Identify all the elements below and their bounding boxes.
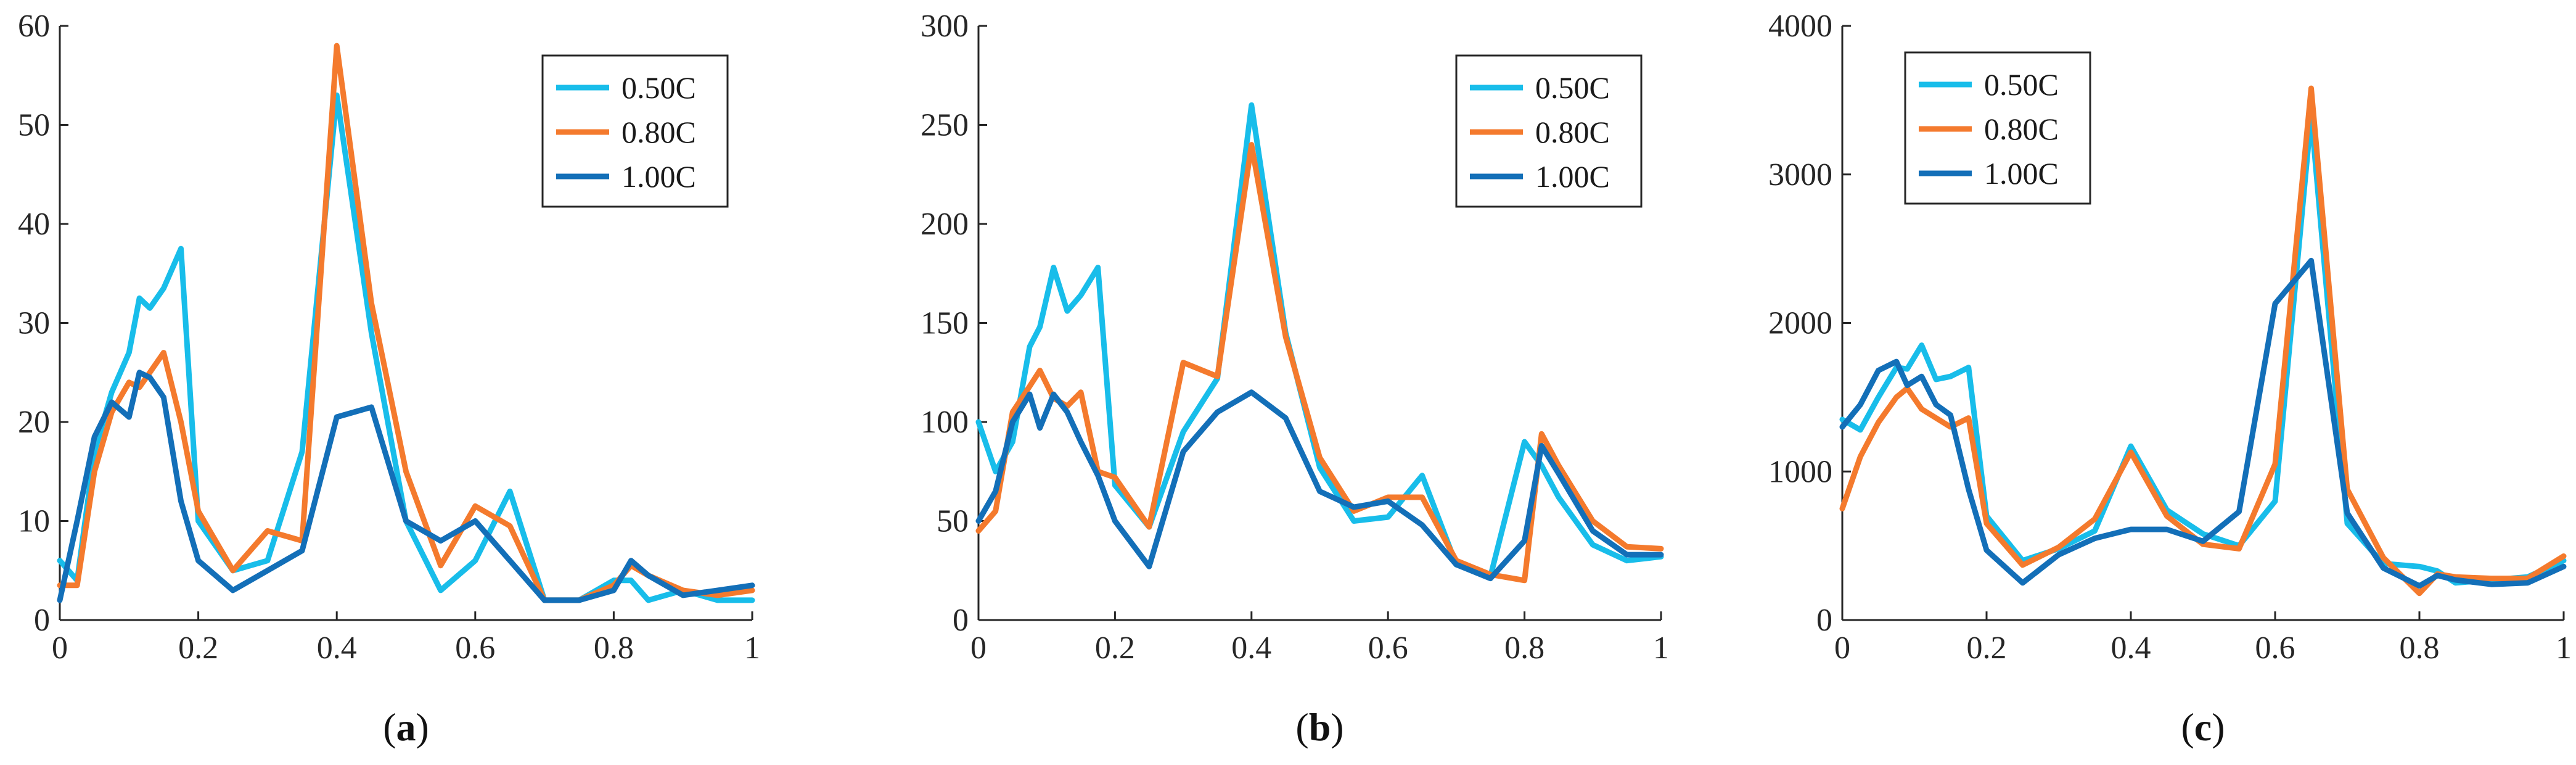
series-line-1.00C bbox=[1839, 257, 2567, 589]
x-tick-label: 0 bbox=[970, 631, 987, 666]
legend-label: 1.00C bbox=[1984, 156, 2059, 191]
legend-label: 0.80C bbox=[1984, 112, 2059, 146]
series-line-0.50C bbox=[1839, 112, 2567, 586]
x-tick-label: 0.2 bbox=[1095, 631, 1135, 666]
y-tick-label: 3000 bbox=[1768, 157, 1832, 192]
panel-caption-letter: b bbox=[1309, 705, 1331, 749]
y-tick-label: 50 bbox=[937, 504, 969, 539]
y-tick-label: 100 bbox=[921, 405, 969, 440]
panel-c: 0 0.2 0.4 0.6 0.8 1 0 1000 2000 3000 4000 0.50C 0.80… bbox=[1768, 9, 2572, 749]
y-tick-label: 60 bbox=[18, 9, 50, 44]
y-tick-label: 20 bbox=[18, 405, 50, 440]
legend-label: 0.50C bbox=[621, 70, 696, 105]
x-tick-label: 1 bbox=[744, 631, 760, 666]
panel-caption-letter: a bbox=[396, 705, 416, 749]
x-tick-label: 0.2 bbox=[178, 631, 218, 666]
y-tick-label: 10 bbox=[18, 504, 50, 539]
x-tick-label: 0.4 bbox=[2111, 631, 2151, 666]
x-tick-label: 0.8 bbox=[1504, 631, 1544, 666]
x-tick-label: 0.2 bbox=[1967, 631, 2007, 666]
series-line-1.00C bbox=[57, 370, 755, 603]
x-tick-label: 0.8 bbox=[594, 631, 634, 666]
panel-b: 0 0.2 0.4 0.6 0.8 1 0 50 100 150 200 250 300 0.50C 0.8… bbox=[921, 9, 1669, 749]
y-tick-label: 50 bbox=[18, 108, 50, 143]
x-tick-label: 0.4 bbox=[1231, 631, 1271, 666]
x-tick-label: 0.6 bbox=[2255, 631, 2295, 666]
y-tick-label: 2000 bbox=[1768, 306, 1832, 341]
legend-label: 0.80C bbox=[621, 115, 696, 149]
legend-label: 1.00C bbox=[621, 159, 696, 194]
legend: 0.50C 0.80C 1.00C bbox=[1455, 54, 1643, 208]
y-tick-label: 40 bbox=[18, 207, 50, 242]
legend-label: 0.50C bbox=[1535, 70, 1610, 105]
y-tick-label: 250 bbox=[921, 108, 969, 143]
x-tick-label: 0.6 bbox=[455, 631, 495, 666]
series-line-0.50C bbox=[975, 102, 1664, 579]
legend-label: 0.50C bbox=[1984, 67, 2059, 102]
x-tick-label: 0 bbox=[52, 631, 68, 666]
panel-a: 0 0.2 0.4 0.6 0.8 101020304050600.50C0.80C1.0… bbox=[18, 9, 760, 749]
x-tick-label: 1 bbox=[2556, 631, 2572, 666]
panel-caption: (b) bbox=[1295, 705, 1343, 749]
x-tick-label: 1 bbox=[1653, 631, 1669, 666]
x-tick-label: 0.6 bbox=[1368, 631, 1408, 666]
series-line-0.80C bbox=[975, 142, 1664, 584]
panel-caption-letter: c bbox=[2194, 705, 2212, 749]
y-tick-label: 300 bbox=[921, 9, 969, 44]
y-tick-label: 150 bbox=[921, 306, 969, 341]
y-tick-label: 4000 bbox=[1768, 9, 1832, 44]
y-tick-label: 200 bbox=[921, 207, 969, 242]
y-tick-label: 30 bbox=[18, 306, 50, 341]
legend: 0.50C 0.80C 1.00C bbox=[541, 54, 729, 208]
legend-label: 1.00C bbox=[1535, 159, 1610, 194]
x-tick-label: 0.4 bbox=[317, 631, 357, 666]
panel-caption: (a) bbox=[383, 705, 429, 749]
y-tick-label: 0 bbox=[953, 603, 969, 638]
panel-caption: (c) bbox=[2181, 705, 2225, 749]
x-tick-label: 0 bbox=[1834, 631, 1850, 666]
series-line-0.50C bbox=[57, 92, 755, 603]
legend: 0.50C 0.80C 1.00C bbox=[1904, 51, 2091, 205]
y-tick-label: 0 bbox=[34, 603, 50, 638]
x-tick-label: 0.8 bbox=[2400, 631, 2440, 666]
y-tick-label: 0 bbox=[1816, 603, 1832, 638]
legend-label: 0.80C bbox=[1535, 115, 1610, 149]
series-line-1.00C bbox=[975, 389, 1664, 582]
y-tick-label: 1000 bbox=[1768, 454, 1832, 489]
